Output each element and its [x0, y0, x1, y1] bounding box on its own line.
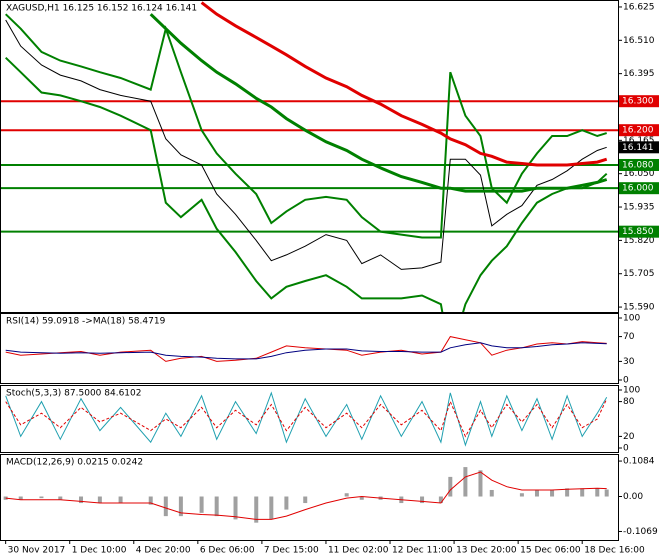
x-tick-label: 11 Dec 02:00 — [328, 546, 389, 556]
y-tick-label: 16.050 — [623, 169, 655, 179]
macd-bar — [3, 496, 8, 500]
level-label: 16.200 — [622, 126, 654, 136]
y-tick-label: 15.705 — [623, 269, 655, 279]
series-line — [5, 19, 607, 270]
macd-bar — [39, 496, 44, 499]
macd-bar — [448, 476, 453, 497]
panel-title: RSI(14) 59.0918 ->MA(18) 58.4719 — [6, 317, 166, 327]
series-line — [5, 398, 608, 438]
panel — [0, 1, 618, 312]
y-tick-label: 100 — [623, 314, 640, 324]
level-tag — [619, 182, 659, 195]
panel — [5, 391, 608, 447]
y-tick-label: 100 — [623, 386, 640, 396]
macd-bar — [478, 470, 483, 497]
y-tick-label: 16.165 — [623, 136, 655, 146]
x-tick-label: 30 Nov 2017 — [8, 546, 66, 556]
macd-bar — [303, 496, 308, 504]
macd-bar — [79, 496, 84, 504]
panel — [3, 467, 609, 523]
macd-bar — [148, 496, 153, 505]
macd-bar — [565, 488, 570, 497]
panel — [5, 336, 607, 362]
y-tick-label: 30 — [623, 357, 635, 367]
y-tick-label: 15.820 — [623, 236, 655, 246]
y-tick-label: 15.935 — [623, 203, 655, 213]
series-line — [5, 342, 607, 360]
macd-bar — [18, 496, 23, 500]
macd-bar — [199, 496, 204, 513]
level-label: 15.850 — [622, 227, 654, 237]
level-tag — [619, 124, 659, 137]
series-line — [200, 1, 608, 167]
y-tick-label: 70 — [623, 332, 635, 342]
last-price-label: 16.141 — [622, 143, 654, 153]
macd-bar — [58, 496, 63, 500]
macd-bar — [580, 488, 585, 497]
macd-bar — [519, 493, 524, 497]
macd-bar — [97, 496, 102, 504]
macd-bar — [254, 496, 259, 523]
y-tick-label: 16.395 — [623, 69, 655, 79]
macd-bar — [534, 489, 539, 497]
x-tick-label: 18 Dec 16:00 — [584, 546, 645, 556]
level-tag — [619, 158, 659, 171]
x-tick-label: 12 Dec 11:00 — [392, 546, 453, 556]
y-tick-label: 0.00 — [623, 492, 643, 502]
macd-bar — [344, 493, 349, 497]
last-price-tag — [619, 141, 659, 154]
macd-bar — [438, 496, 443, 504]
level-tag — [619, 225, 659, 238]
series-line — [5, 336, 607, 362]
macd-bar — [595, 488, 600, 497]
series-line — [149, 13, 608, 193]
panel-title: MACD(12,26,9) 0.0215 0.0242 — [6, 458, 143, 468]
y-tick-label: 0 — [623, 444, 629, 454]
y-tick-label: 80 — [623, 397, 635, 407]
panel-title: Stoch(5,3,3) 87.5000 84.6102 — [6, 389, 141, 399]
macd-bar — [233, 496, 238, 520]
level-label: 16.000 — [622, 184, 654, 194]
macd-bar — [284, 496, 289, 510]
series-line — [5, 391, 608, 447]
y-tick-label: 20 — [623, 432, 635, 442]
y-tick-label: 16.510 — [623, 36, 655, 46]
macd-bar — [163, 496, 168, 517]
panel-title: XAGUSD,H1 16.125 16.152 16.124 16.141 — [6, 4, 197, 14]
macd-bar — [214, 496, 219, 517]
y-tick-label: -0.1069 — [623, 527, 658, 537]
macd-bar — [118, 496, 123, 504]
y-tick-label: 0 — [623, 376, 629, 386]
x-tick-label: 7 Dec 15:00 — [264, 546, 319, 556]
x-tick-label: 4 Dec 20:00 — [136, 546, 191, 556]
level-label: 16.300 — [622, 97, 654, 107]
macd-bar — [604, 489, 609, 497]
y-tick-label: 0.1084 — [623, 457, 655, 467]
macd-bar — [489, 489, 494, 497]
y-tick-label: 15.590 — [623, 303, 655, 313]
panel-frame — [0, 313, 619, 384]
x-tick-label: 13 Dec 20:00 — [456, 546, 517, 556]
y-tick-label: 16.625 — [623, 2, 655, 12]
series-line — [5, 471, 607, 520]
panel-frame — [0, 0, 619, 313]
series-line — [5, 13, 607, 239]
macd-bar — [420, 496, 425, 504]
x-tick-label: 6 Dec 06:00 — [200, 546, 255, 556]
series-line — [5, 56, 608, 312]
panel-frame — [0, 454, 619, 541]
macd-bar — [550, 489, 555, 497]
x-tick-label: 15 Dec 06:00 — [520, 546, 581, 556]
macd-bar — [359, 496, 364, 500]
macd-bar — [463, 467, 468, 497]
macd-bar — [178, 496, 183, 517]
macd-bar — [269, 496, 274, 520]
level-tag — [619, 95, 659, 108]
level-label: 16.080 — [622, 160, 654, 170]
panel-frame — [0, 385, 619, 453]
x-tick-label: 1 Dec 10:00 — [72, 546, 127, 556]
